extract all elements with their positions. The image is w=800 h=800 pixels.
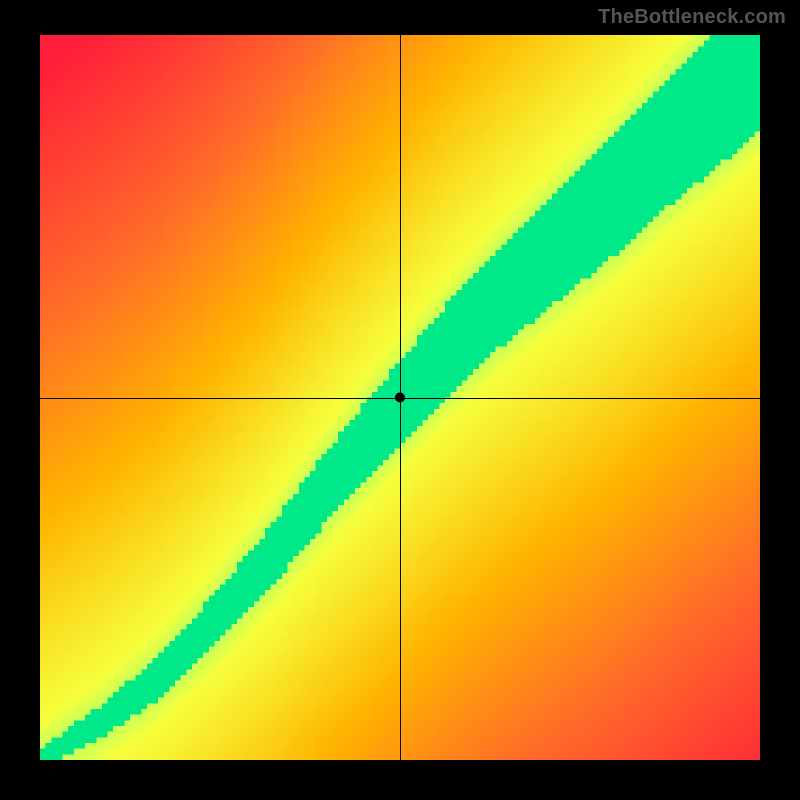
crosshair-overlay xyxy=(0,0,800,800)
chart-frame: TheBottleneck.com xyxy=(0,0,800,800)
